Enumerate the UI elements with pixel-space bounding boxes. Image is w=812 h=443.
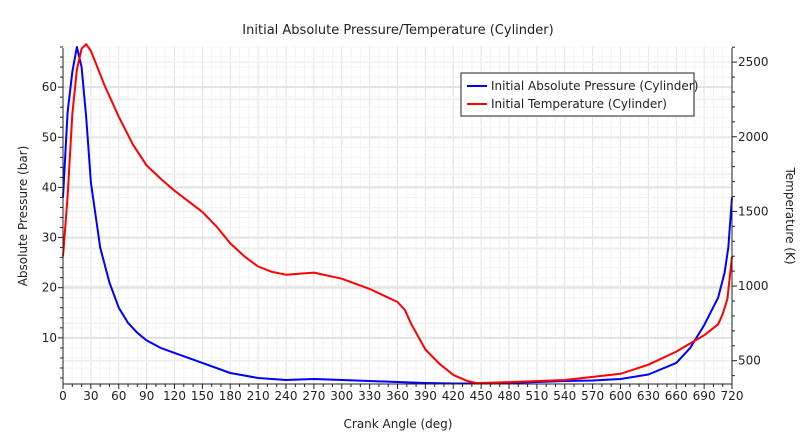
x-tick-label: 420 (442, 389, 465, 403)
series-line-pressure (62, 46, 733, 385)
x-tick-label: 150 (191, 389, 214, 403)
y-tick-label: 30 (42, 231, 57, 245)
x-tick-label: 60 (111, 389, 126, 403)
x-tick-label: 510 (525, 389, 548, 403)
y-tick-label: 10 (42, 331, 57, 345)
x-tick-label: 270 (302, 389, 325, 403)
x-tick-label: 360 (386, 389, 409, 403)
y-tick-label: 60 (42, 80, 57, 94)
x-tick-label: 690 (693, 389, 716, 403)
x-tick-label: 90 (139, 389, 154, 403)
x-tick-label: 450 (470, 389, 493, 403)
series-layer (62, 43, 733, 385)
x-tick-label: 240 (275, 389, 298, 403)
legend-label-pressure: Initial Absolute Pressure (Cylinder) (491, 79, 698, 93)
axes: 0 30 60 90 120 150 180 210 240 270 300 330 360 390 420… (42, 46, 769, 403)
x-axis-label: Crank Angle (deg) (344, 417, 453, 431)
y-axis-label: Absolute Pressure (bar) (16, 146, 30, 287)
x-tick-label: 540 (553, 389, 576, 403)
y-tick-label: 40 (42, 180, 57, 194)
chart-title: Initial Absolute Pressure/Temperature (C… (242, 23, 553, 38)
x-tick-label: 630 (637, 389, 660, 403)
y2-tick-label: 1500 (738, 204, 769, 218)
series-line-temperature (62, 43, 733, 385)
x-tick-label: 600 (609, 389, 632, 403)
y2-tick-label: 500 (738, 354, 761, 368)
x-tick-label: 0 (59, 389, 67, 403)
y2-tick-label: 2000 (738, 130, 769, 144)
y-tick-label: 20 (42, 281, 57, 295)
x-tick-label: 120 (163, 389, 186, 403)
y-tick-label: 50 (42, 130, 57, 144)
x-tick-label: 480 (498, 389, 521, 403)
x-tick-label: 330 (358, 389, 381, 403)
x-tick-label: 720 (721, 389, 744, 403)
x-tick-label: 660 (665, 389, 688, 403)
legend: Initial Absolute Pressure (Cylinder) Ini… (460, 72, 698, 117)
x-tick-label: 210 (247, 389, 270, 403)
legend-label-temperature: Initial Temperature (Cylinder) (491, 97, 667, 111)
x-tick-label: 300 (330, 389, 353, 403)
x-tick-label: 390 (414, 389, 437, 403)
y2-tick-label: 2500 (738, 55, 769, 69)
x-tick-label: 30 (83, 389, 98, 403)
x-tick-label: 570 (581, 389, 604, 403)
y2-tick-label: 1000 (738, 279, 769, 293)
x-tick-label: 180 (219, 389, 242, 403)
y2-axis-label: Temperature (K) (783, 166, 797, 264)
